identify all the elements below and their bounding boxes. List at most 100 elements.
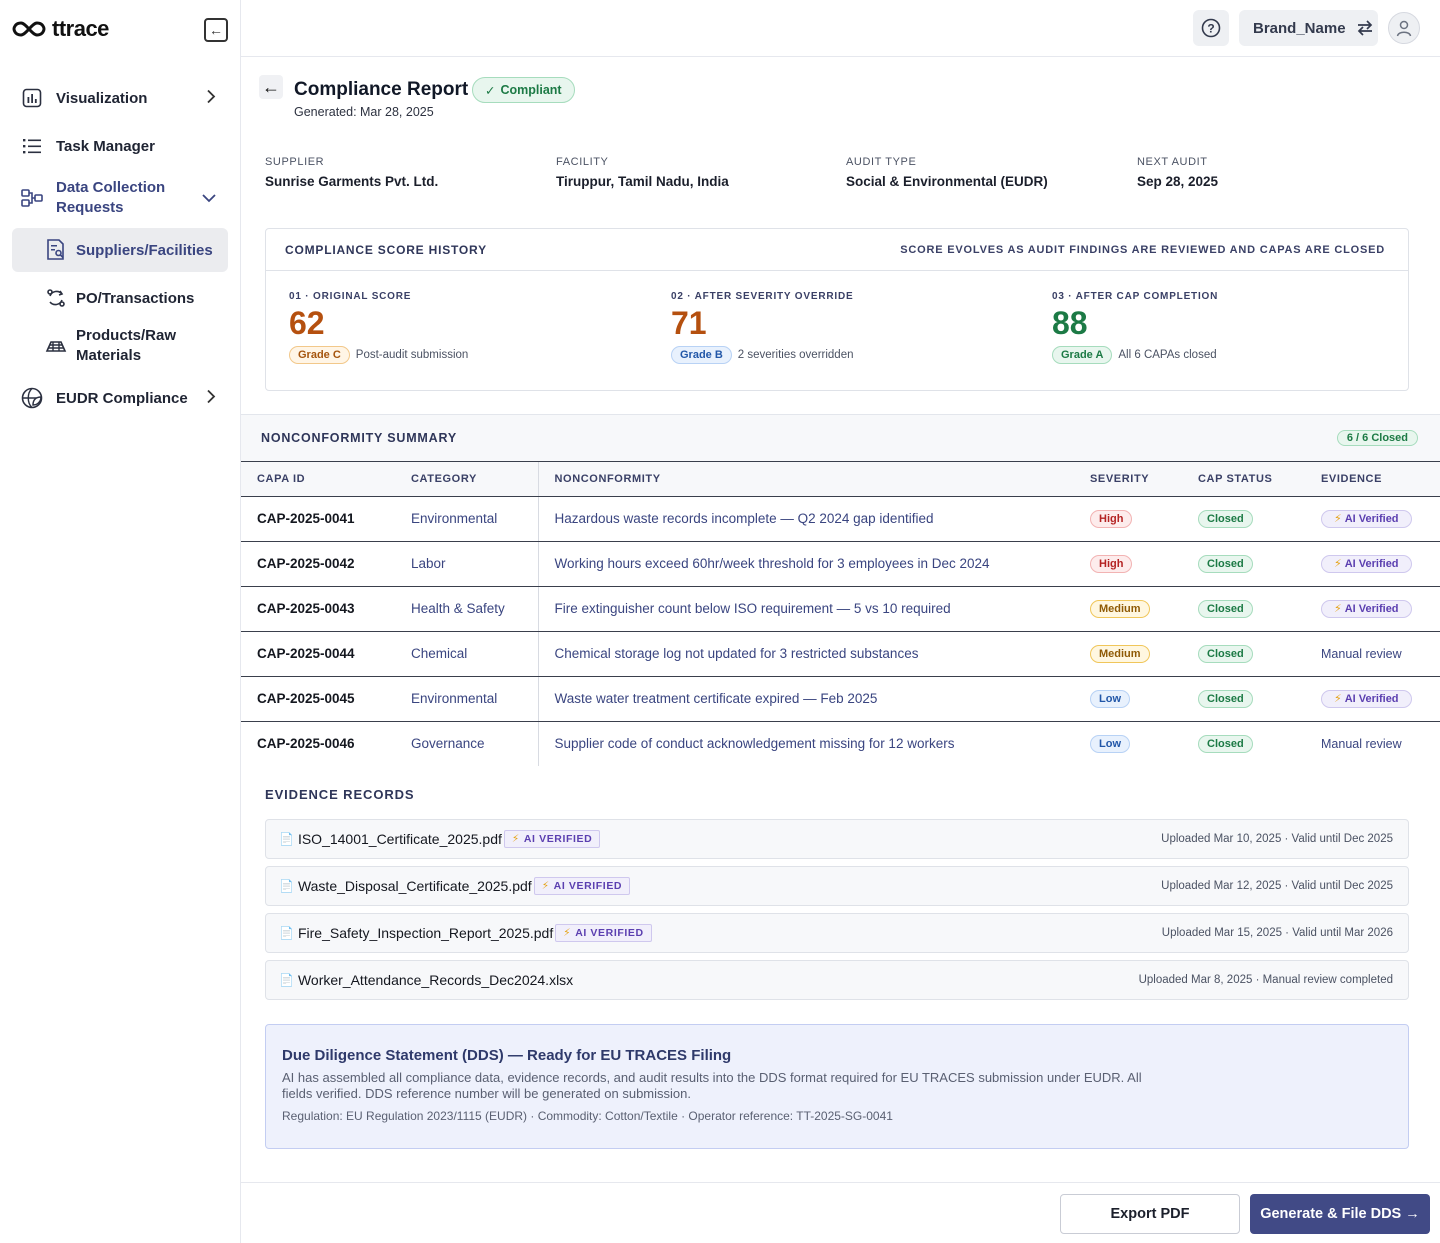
sidebar-item-label: EUDR Compliance: [56, 389, 188, 407]
table-row[interactable]: CAP-2025-0044 Chemical Chemical storage …: [241, 631, 1440, 677]
ai-verified-badge[interactable]: ⚡ AI Verified: [1321, 509, 1412, 528]
list-icon: [20, 134, 44, 158]
infinity-logo-icon: [12, 21, 46, 37]
sidebar-item-label: Data Collection Requests: [56, 179, 166, 216]
evidence-cell: ⚡ AI Verified: [1305, 496, 1440, 542]
user-avatar-button[interactable]: [1388, 12, 1420, 44]
severity-cell: High: [1074, 541, 1182, 587]
meta-next-audit: NEXT AUDIT Sep 28, 2025: [1137, 156, 1218, 189]
document-icon: 📄: [279, 879, 294, 893]
ai-tag-label: AI VERIFIED: [575, 927, 644, 939]
sidebar-item-data-collection-requests[interactable]: Data Collection Requests: [12, 172, 228, 224]
lightning-icon: ⚡: [1334, 603, 1342, 615]
sidebar-item-task-manager[interactable]: Task Manager: [12, 126, 228, 166]
table-row[interactable]: CAP-2025-0043 Health & Safety Fire extin…: [241, 586, 1440, 632]
meta-label: SUPPLIER: [265, 156, 325, 168]
evidence-record[interactable]: 📄 Worker_Attendance_Records_Dec2024.xlsx…: [265, 960, 1409, 1000]
upload-meta: Uploaded Mar 12, 2025 · Valid until Dec …: [1161, 880, 1393, 892]
nonconformity-text: Hazardous waste records incomplete — Q2 …: [537, 496, 1074, 542]
evidence-record[interactable]: 📄 Waste_Disposal_Certificate_2025.pdf ⚡ A…: [265, 866, 1409, 906]
table-row[interactable]: CAP-2025-0041 Environmental Hazardous wa…: [241, 496, 1440, 542]
score-history-title: COMPLIANCE SCORE HISTORY: [285, 242, 487, 257]
meta-audit-type: AUDIT TYPE Social & Environmental (EUDR): [846, 156, 1048, 189]
status-cell: Closed: [1182, 541, 1305, 587]
sidebar: ttrace ← Visualization Task Manager Data…: [0, 0, 241, 1243]
svg-text:?: ?: [1207, 22, 1214, 36]
ai-tag-label: AI VERIFIED: [523, 833, 593, 845]
score-meta: Grade A All 6 CAPAs closed: [1052, 346, 1218, 364]
evidence-record[interactable]: 📄 ISO_14001_Certificate_2025.pdf ⚡ AI VER…: [265, 819, 1409, 859]
ai-verified-tag: ⚡ AI VERIFIED: [503, 830, 601, 848]
score-history-header: COMPLIANCE SCORE HISTORY SCORE EVOLVES A…: [266, 229, 1408, 271]
back-button[interactable]: ←: [259, 75, 283, 99]
ai-verified-tag: ⚡ AI VERIFIED: [533, 877, 631, 895]
table-row[interactable]: CAP-2025-0046 Governance Supplier code o…: [241, 721, 1440, 766]
column-header-evidence[interactable]: EVIDENCE: [1305, 462, 1440, 497]
evidence-label: AI Verified: [1344, 602, 1399, 615]
collapse-arrow-icon: ←: [209, 22, 223, 38]
evidence-records-list: 📄 ISO_14001_Certificate_2025.pdf ⚡ AI VER…: [265, 819, 1409, 1007]
score-step-override: 02 · AFTER SEVERITY OVERRIDE 71 Grade B …: [671, 291, 854, 364]
column-header-cap-status[interactable]: CAP STATUS: [1182, 462, 1305, 497]
sidebar-item-products-raw-materials[interactable]: Products/Raw Materials: [12, 322, 228, 370]
collapse-sidebar-button[interactable]: ←: [204, 18, 228, 42]
sidebar-item-visualization[interactable]: Visualization: [12, 78, 228, 118]
evidence-label: AI Verified: [1344, 692, 1399, 705]
file-name: ISO_14001_Certificate_2025.pdf: [297, 831, 502, 847]
severity-cell: Medium: [1074, 586, 1182, 632]
status-cell: Closed: [1182, 721, 1305, 766]
capa-id: CAP-2025-0044: [241, 631, 395, 677]
meta-value: Sep 28, 2025: [1137, 174, 1219, 189]
sidebar-item-suppliers-facilities[interactable]: Suppliers/Facilities: [12, 228, 228, 272]
column-header-capa-id[interactable]: CAPA ID: [241, 462, 395, 497]
meta-value: Tiruppur, Tamil Nadu, India: [556, 174, 729, 189]
table-row[interactable]: CAP-2025-0045 Environmental Waste water …: [241, 676, 1440, 722]
severity-badge: Medium: [1090, 644, 1150, 663]
main-content: ← Compliance Report ✓ Compliant Generate…: [241, 57, 1440, 1243]
generate-file-dds-button[interactable]: Generate & File DDS →: [1250, 1194, 1430, 1234]
manual-review-label: Manual review: [1321, 647, 1402, 661]
upload-meta: Uploaded Mar 8, 2025 · Manual review com…: [1138, 974, 1393, 986]
score-step-original: 01 · ORIGINAL SCORE 62 Grade C Post-audi…: [289, 291, 468, 364]
chevron-right-icon: [206, 89, 216, 107]
grade-badge: Grade B: [671, 346, 732, 364]
severity-cell: High: [1074, 496, 1182, 542]
column-header-severity[interactable]: SEVERITY: [1074, 462, 1182, 497]
dds-panel: Due Diligence Statement (DDS) — Ready fo…: [265, 1024, 1409, 1149]
bar-chart-icon: [20, 86, 44, 110]
nonconformity-text: Supplier code of conduct acknowledgement…: [537, 721, 1074, 766]
ai-verified-badge[interactable]: ⚡ AI Verified: [1321, 599, 1412, 618]
nonconformity-header: NONCONFORMITY SUMMARY 6 / 6 Closed: [241, 415, 1440, 462]
ai-verified-tag: ⚡ AI VERIFIED: [555, 924, 652, 942]
score-step-cap-completion: 03 · AFTER CAP COMPLETION 88 Grade A All…: [1052, 291, 1218, 364]
lightning-icon: ⚡: [1334, 558, 1342, 570]
supplier-doc-icon: [44, 238, 68, 262]
chevron-right-icon: [206, 389, 216, 407]
globe-leaf-icon: [20, 386, 44, 410]
score-caption: Post-audit submission: [355, 349, 469, 361]
ai-verified-badge[interactable]: ⚡ AI Verified: [1321, 554, 1412, 573]
score-meta: Grade C Post-audit submission: [289, 346, 468, 364]
lightning-icon: ⚡: [1334, 513, 1342, 525]
help-button[interactable]: ?: [1193, 10, 1229, 46]
export-pdf-button[interactable]: Export PDF: [1060, 1194, 1240, 1234]
document-icon: 📄: [279, 973, 294, 987]
ai-verified-badge[interactable]: ⚡ AI Verified: [1321, 689, 1412, 708]
sidebar-item-eudr-compliance[interactable]: EUDR Compliance: [12, 378, 228, 418]
sidebar-item-po-transactions[interactable]: PO/Transactions: [12, 276, 228, 320]
score-step-label: 02 · AFTER SEVERITY OVERRIDE: [671, 291, 854, 302]
capa-id: CAP-2025-0042: [241, 541, 395, 587]
brand-switcher-button[interactable]: Brand_Name: [1239, 10, 1378, 46]
score-meta: Grade B 2 severities overridden: [671, 346, 854, 364]
help-icon: ?: [1201, 18, 1221, 38]
document-icon: 📄: [279, 832, 294, 846]
nonconformity-text: Working hours exceed 60hr/week threshold…: [537, 541, 1074, 587]
column-header-nonconformity[interactable]: NONCONFORMITY: [537, 462, 1074, 497]
evidence-record[interactable]: 📄 Fire_Safety_Inspection_Report_2025.pdf…: [265, 913, 1409, 953]
column-header-category[interactable]: CATEGORY: [395, 462, 538, 497]
cap-status-badge: Closed: [1198, 554, 1253, 573]
table-row[interactable]: CAP-2025-0042 Labor Working hours exceed…: [241, 541, 1440, 587]
logo[interactable]: ttrace: [12, 16, 109, 42]
lightning-icon: ⚡: [563, 927, 572, 939]
status-cell: Closed: [1182, 631, 1305, 677]
